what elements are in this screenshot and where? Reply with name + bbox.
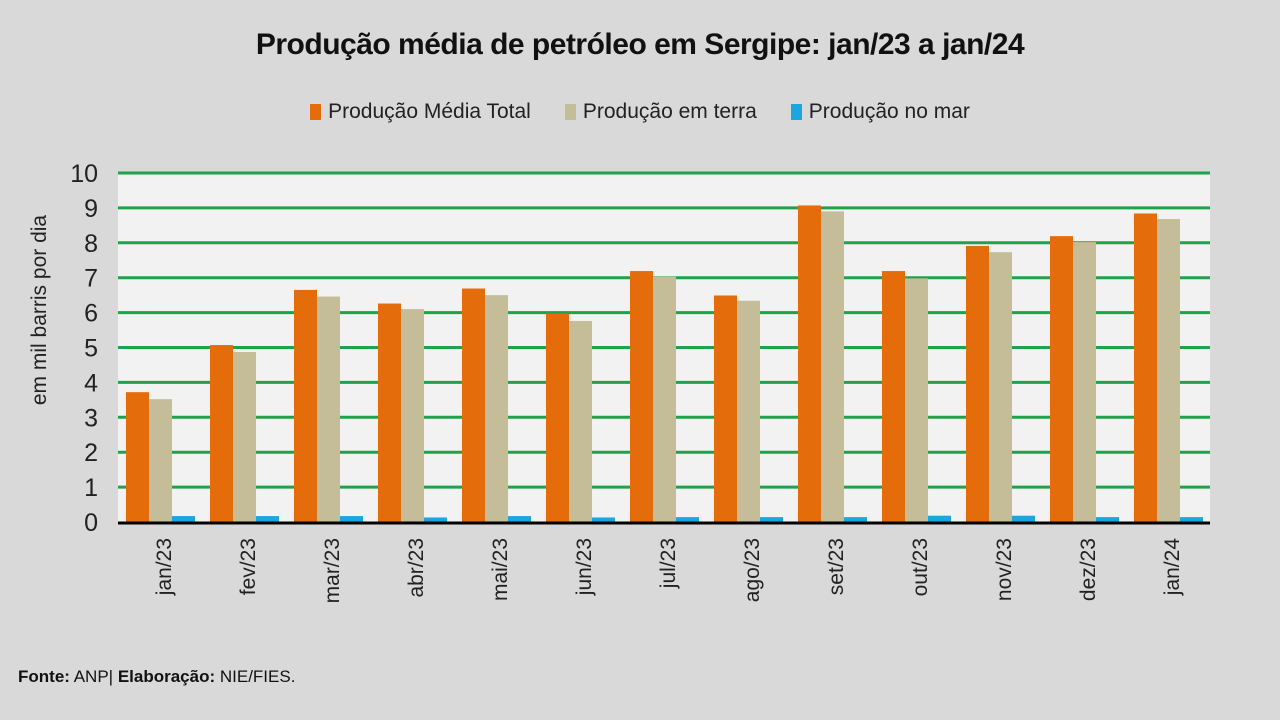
bar-mar [592, 517, 615, 522]
source-fonte-label: Fonte: [18, 667, 70, 686]
x-tick-label: fev/23 [237, 538, 260, 595]
bar-total [378, 303, 401, 522]
bar-total [630, 271, 653, 522]
y-tick-label: 4 [84, 369, 98, 397]
bar-terra [401, 309, 424, 522]
source-fonte-value: ANP| [69, 667, 118, 686]
x-tick-label: jan/23 [153, 538, 176, 596]
y-tick-label: 6 [84, 300, 98, 328]
source-elaboracao-label: Elaboração: [117, 667, 216, 686]
y-tick-label: 2 [84, 439, 98, 467]
bar-total [546, 313, 569, 522]
bar-total [882, 271, 905, 522]
bar-total [1050, 236, 1073, 522]
y-tick-label: 3 [84, 404, 98, 432]
bar-total [798, 205, 821, 522]
y-tick-label: 8 [84, 230, 98, 258]
bar-mar [760, 517, 783, 522]
bar-mar [928, 515, 951, 522]
bar-mar [424, 517, 447, 522]
bar-mar [172, 516, 195, 522]
bar-mar [1012, 515, 1035, 522]
legend-item-total: Produção Média Total [310, 100, 531, 124]
y-tick-label: 1 [84, 474, 98, 502]
x-tick-label: out/23 [909, 538, 932, 596]
x-tick-label: ago/23 [741, 538, 764, 602]
bar-total [1134, 213, 1157, 522]
legend-label-total: Produção Média Total [328, 100, 531, 123]
x-tick-label: dez/23 [1077, 538, 1100, 601]
legend-label-terra: Produção em terra [582, 100, 757, 123]
bar-total [294, 289, 317, 522]
x-tick-label: mai/23 [489, 538, 512, 601]
x-tick-label: nov/23 [993, 538, 1016, 601]
bar-terra [485, 295, 508, 522]
bar-terra [905, 278, 928, 522]
legend-item-terra: Produção em terra [564, 100, 757, 124]
y-tick-label: 5 [84, 335, 98, 363]
bar-terra [233, 352, 256, 522]
bar-terra [821, 211, 844, 522]
source-elaboracao-value: NIE/FIES. [215, 667, 296, 686]
x-tick-label: jan/24 [1161, 538, 1184, 597]
bar-terra [653, 276, 676, 522]
legend-swatch-mar [790, 104, 802, 120]
legend-label-mar: Produção no mar [808, 100, 970, 123]
x-tick-label: abr/23 [405, 538, 428, 598]
y-tick-label: 10 [70, 160, 98, 188]
source-note: Fonte: ANP| Elaboração: NIE/FIES. [18, 667, 295, 687]
legend-item-mar: Produção no mar [790, 100, 970, 124]
x-tick-label: jun/23 [573, 538, 596, 596]
bar-total [966, 245, 989, 523]
bar-mar [1180, 517, 1203, 522]
bar-mar [340, 516, 363, 522]
legend: Produção Média Total Produção em terra P… [0, 100, 1280, 124]
legend-swatch-terra [564, 104, 576, 120]
bar-total [210, 345, 233, 522]
legend-swatch-total [310, 104, 322, 120]
y-tick-label: 0 [84, 509, 98, 537]
bar-terra [989, 252, 1012, 522]
bar-terra [1073, 242, 1096, 523]
bar-terra [569, 320, 592, 522]
y-tick-label: 9 [84, 195, 98, 223]
x-tick-label: jul/23 [657, 538, 680, 589]
bar-mar [844, 517, 867, 522]
bar-mar [1096, 517, 1119, 522]
x-tick-label: set/23 [825, 538, 848, 595]
bar-total [714, 295, 737, 522]
bar-mar [256, 516, 279, 522]
bar-terra [1157, 219, 1180, 522]
bar-mar [676, 517, 699, 522]
bar-terra [737, 300, 760, 522]
bar-total [126, 392, 149, 522]
y-tick-label: 7 [84, 265, 98, 293]
bar-terra [149, 399, 172, 522]
chart-title: Produção média de petróleo em Sergipe: j… [255, 28, 1025, 61]
x-tick-label: mar/23 [321, 538, 344, 603]
bar-terra [317, 296, 340, 522]
bar-mar [508, 516, 531, 522]
bar-total [462, 288, 485, 522]
